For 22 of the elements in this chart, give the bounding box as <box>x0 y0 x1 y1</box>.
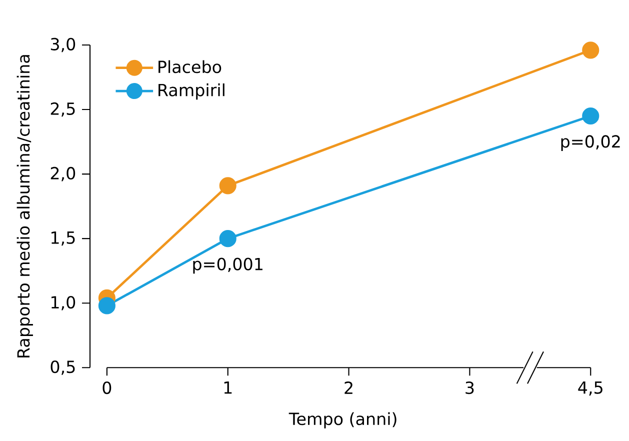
x-tick-label: 4,5 <box>578 381 602 396</box>
legend-label: Rampiril <box>158 83 224 100</box>
y-tick-label: 2,5 <box>50 102 75 117</box>
annotation: p=0,001 <box>193 258 262 274</box>
x-axis-title: Tempo (anni) <box>288 412 396 428</box>
y-tick-label: 3,0 <box>50 38 76 52</box>
legend-label: Placebo <box>158 60 222 74</box>
point <box>98 297 116 314</box>
point <box>219 230 236 248</box>
x-tick-label: 1 <box>224 381 232 394</box>
point <box>219 177 236 194</box>
point <box>582 107 600 125</box>
y-tick-label: 2,0 <box>50 166 76 182</box>
y-tick-label: 0,5 <box>50 360 75 375</box>
y-tick-label: 1,0 <box>52 296 76 310</box>
x-tick-label: 3 <box>466 381 474 394</box>
x-tick-label: 0 <box>102 381 112 394</box>
point <box>582 42 600 59</box>
x-tick-label: 2 <box>344 381 352 394</box>
y-tick-label: 1,5 <box>52 232 75 246</box>
annotation: p=0,02 <box>561 135 620 151</box>
y-axis-title: Rapporto medio albumina/creatinina <box>16 55 33 358</box>
